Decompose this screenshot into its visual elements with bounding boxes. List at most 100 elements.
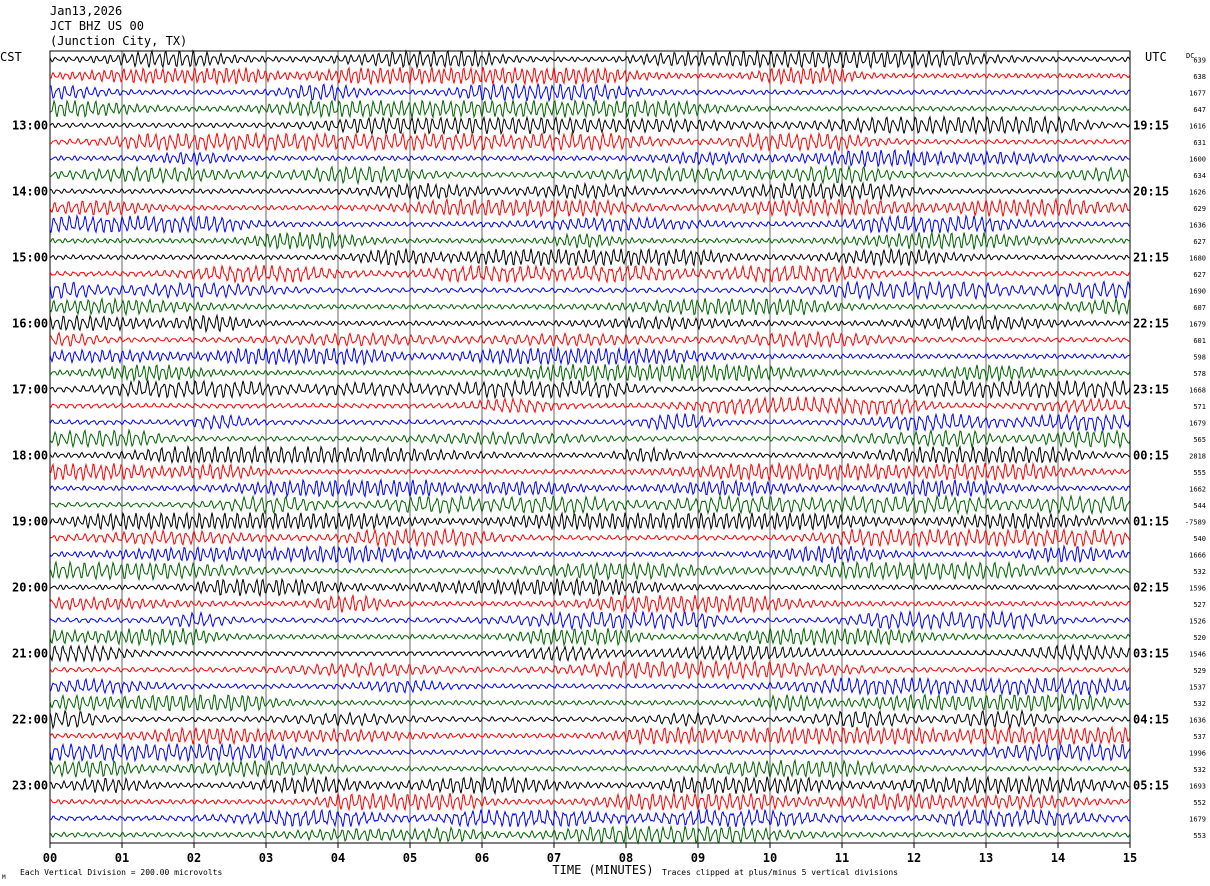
dc-offset-value: 607 xyxy=(1193,304,1206,312)
clipping-note: Traces clipped at plus/minus 5 vertical … xyxy=(662,868,898,877)
dc-offset-value: 544 xyxy=(1193,502,1206,510)
dc-offset-value: 1616 xyxy=(1189,122,1206,130)
right-hour-label: 01:15 xyxy=(1133,514,1169,528)
seismic-trace xyxy=(49,247,1131,268)
right-hour-label: 04:15 xyxy=(1133,712,1169,726)
seismic-trace xyxy=(49,379,1131,400)
right-timezone-label: UTC xyxy=(1145,50,1167,64)
right-hour-label: 02:15 xyxy=(1133,580,1169,594)
seismic-trace xyxy=(49,231,1131,250)
dc-offset-value: 529 xyxy=(1193,667,1206,675)
x-tick-label: 13 xyxy=(979,851,993,865)
x-tick-label: 12 xyxy=(907,851,921,865)
seismic-trace xyxy=(49,791,1131,812)
record-date: Jan13,2026 xyxy=(50,4,123,18)
station-name: JCT BHZ US 00 xyxy=(50,19,144,33)
seismic-trace xyxy=(49,527,1131,549)
left-hour-label: 19:00 xyxy=(12,514,48,528)
seismic-trace xyxy=(49,609,1131,631)
seismic-trace xyxy=(49,444,1131,465)
left-hour-label: 18:00 xyxy=(12,448,48,462)
amplitude-scale-note: Each Vertical Division = 200.00 microvol… xyxy=(20,868,222,877)
dc-offset-value: 1679 xyxy=(1189,320,1206,328)
corner-mark: M xyxy=(2,874,6,881)
dc-offset-value: -7589 xyxy=(1185,518,1206,526)
dc-offset-value: 540 xyxy=(1193,535,1206,543)
dc-offset-value: 1679 xyxy=(1189,419,1206,427)
dc-offset-value: 1996 xyxy=(1189,749,1206,757)
seismic-trace xyxy=(49,264,1131,285)
seismic-trace xyxy=(49,98,1131,119)
dc-offset-value: 598 xyxy=(1193,353,1206,361)
dc-offset-value: 553 xyxy=(1193,832,1206,840)
dc-offset-value: 532 xyxy=(1193,766,1206,774)
x-tick-label: 01 xyxy=(115,851,129,865)
dc-offset-value: 527 xyxy=(1193,601,1206,609)
dc-offset-value: 578 xyxy=(1193,370,1206,378)
seismic-trace xyxy=(49,346,1131,367)
right-hour-label: 20:15 xyxy=(1133,184,1169,198)
seismic-trace xyxy=(49,494,1131,516)
right-hour-label: 22:15 xyxy=(1133,316,1169,330)
seismic-trace xyxy=(49,808,1131,828)
left-hour-label: 21:00 xyxy=(12,646,48,660)
x-tick-label: 05 xyxy=(403,851,417,865)
seismic-trace xyxy=(49,478,1131,499)
dc-offset-value: 1636 xyxy=(1189,221,1206,229)
seismic-trace xyxy=(49,544,1131,564)
seismic-trace xyxy=(49,741,1131,763)
x-tick-label: 11 xyxy=(835,851,849,865)
seismic-trace xyxy=(49,148,1130,168)
seismic-trace xyxy=(49,824,1131,846)
x-tick-label: 08 xyxy=(619,851,633,865)
seismic-trace xyxy=(49,725,1131,746)
left-hour-label: 22:00 xyxy=(12,712,48,726)
dc-offset-value: 601 xyxy=(1193,337,1206,345)
dc-offset-value: 1546 xyxy=(1189,650,1206,658)
seismic-trace xyxy=(49,774,1131,796)
seismic-trace xyxy=(49,593,1131,614)
seismic-trace xyxy=(49,280,1131,301)
seismic-trace xyxy=(49,395,1131,417)
seismic-trace xyxy=(49,412,1131,433)
seismic-trace xyxy=(49,330,1131,349)
seismic-trace xyxy=(49,313,1131,334)
dc-offset-value: 1679 xyxy=(1189,815,1206,823)
dc-offset-value: 1662 xyxy=(1189,485,1206,493)
dc-offset-value: 647 xyxy=(1193,106,1206,114)
left-hour-label: 20:00 xyxy=(12,580,48,594)
label-layer: CST UTC DC 13:00 14:00 15:00 16:00 17:00 18:00 19… xyxy=(0,50,1206,881)
dc-offset-value: 555 xyxy=(1193,469,1206,477)
seismic-trace xyxy=(49,643,1131,663)
seismic-trace xyxy=(49,676,1131,697)
x-tick-label: 06 xyxy=(475,851,489,865)
seismic-trace xyxy=(49,181,1131,201)
seismic-trace xyxy=(49,114,1131,136)
right-hour-label: 21:15 xyxy=(1133,250,1169,264)
dc-offset-value: 1600 xyxy=(1189,155,1206,163)
dc-offset-value: 537 xyxy=(1193,733,1206,741)
seismic-trace xyxy=(49,511,1131,532)
seismic-trace xyxy=(49,363,1131,383)
dc-offset-value: 629 xyxy=(1193,205,1206,213)
dc-header-label: DC xyxy=(1186,52,1194,60)
seismic-trace xyxy=(49,626,1131,648)
seismic-trace xyxy=(49,708,1131,730)
seismic-trace xyxy=(49,576,1131,598)
seismic-trace xyxy=(49,131,1131,153)
dc-offset-value: 565 xyxy=(1193,436,1206,444)
right-hour-label: 05:15 xyxy=(1133,778,1169,792)
dc-offset-value: 1596 xyxy=(1189,584,1206,592)
dc-offset-value: 1636 xyxy=(1189,716,1206,724)
dc-offset-value: 1690 xyxy=(1189,287,1206,295)
dc-offset-value: 1526 xyxy=(1189,617,1206,625)
seismic-trace xyxy=(49,428,1131,450)
x-axis-label: TIME (MINUTES) xyxy=(552,863,653,877)
left-timezone-label: CST xyxy=(0,50,22,64)
dc-offset-value: 627 xyxy=(1193,238,1206,246)
x-tick-label: 09 xyxy=(691,851,705,865)
dc-offset-value: 2818 xyxy=(1189,452,1206,460)
seismic-trace xyxy=(49,659,1131,681)
dc-offset-value: 1693 xyxy=(1189,782,1206,790)
